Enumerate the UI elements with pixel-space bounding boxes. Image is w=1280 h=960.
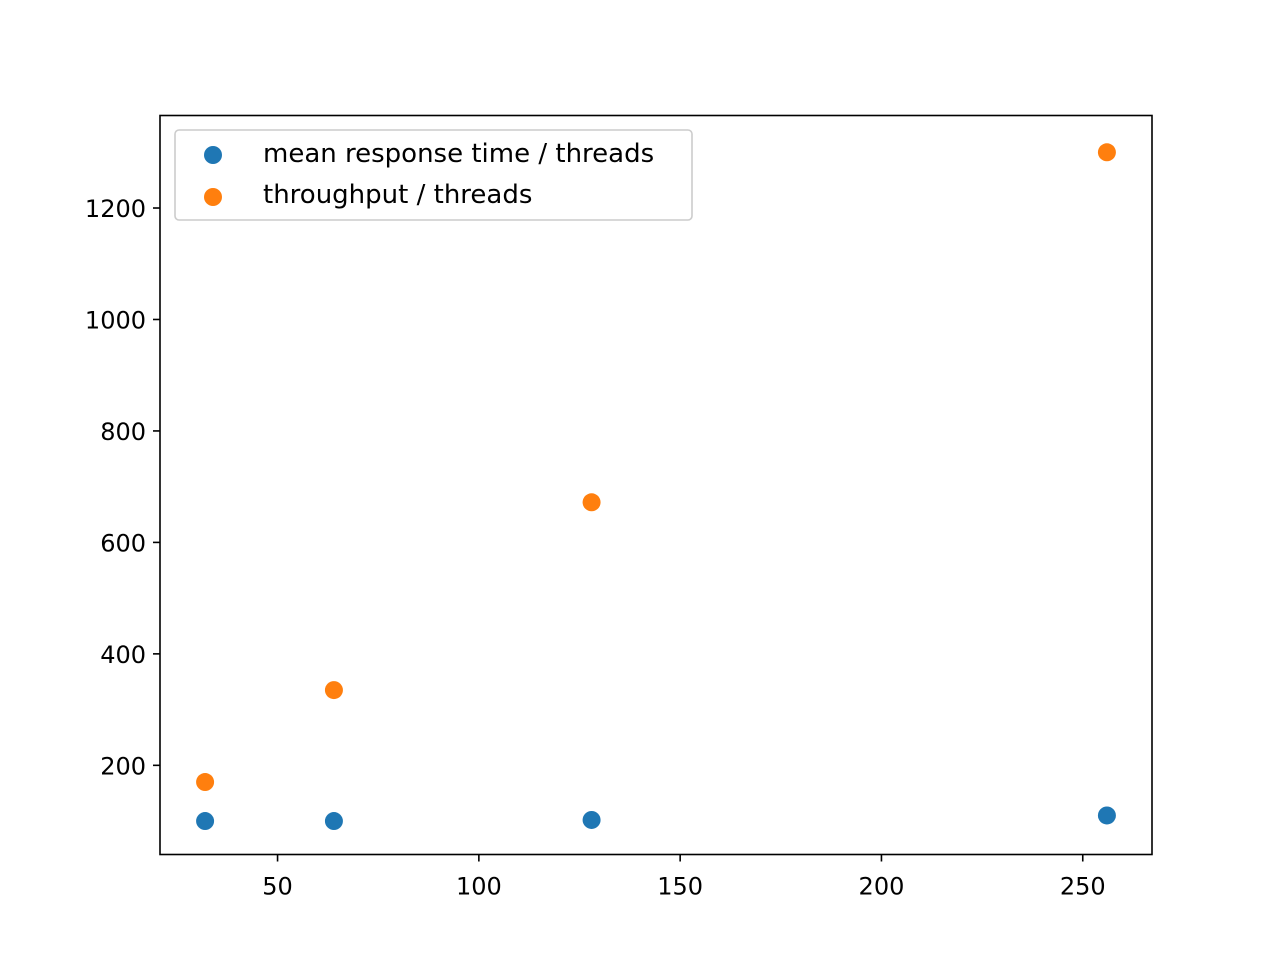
y-tick-label: 800	[100, 418, 146, 446]
x-tick-label: 50	[262, 873, 293, 901]
y-tick-label: 1200	[85, 195, 146, 223]
legend-label-mean-response-time: mean response time / threads	[263, 139, 654, 169]
legend: mean response time / threads throughput …	[174, 129, 693, 221]
data-point-series-0-2	[582, 810, 601, 829]
data-point-series-1-2	[582, 493, 601, 512]
x-tick-label: 100	[456, 873, 502, 901]
data-point-series-0-3	[1097, 806, 1116, 825]
y-tick-label: 400	[100, 641, 146, 669]
x-axis: 50 100 150 200 250	[262, 854, 1106, 901]
x-tick-label: 250	[1060, 873, 1106, 901]
data-point-series-1-0	[196, 773, 215, 792]
data-point-series-0-0	[196, 812, 215, 831]
x-tick-label: 200	[859, 873, 905, 901]
legend-marker-throughput	[204, 188, 222, 206]
legend-marker-mean-response-time	[204, 146, 222, 164]
y-tick-label: 1000	[85, 306, 146, 334]
x-tick-label: 150	[657, 873, 703, 901]
data-point-series-0-1	[324, 812, 343, 831]
y-tick-label: 600	[100, 529, 146, 557]
legend-box	[174, 129, 693, 221]
data-point-series-1-1	[324, 681, 343, 700]
data-points-layer	[196, 143, 1116, 831]
plot-frame	[159, 114, 1153, 856]
legend-label-throughput: throughput / threads	[263, 180, 532, 210]
data-point-series-1-3	[1097, 143, 1116, 162]
y-tick-label: 200	[100, 752, 146, 780]
y-axis: 200 400 600 800 1000 1200	[85, 195, 160, 780]
